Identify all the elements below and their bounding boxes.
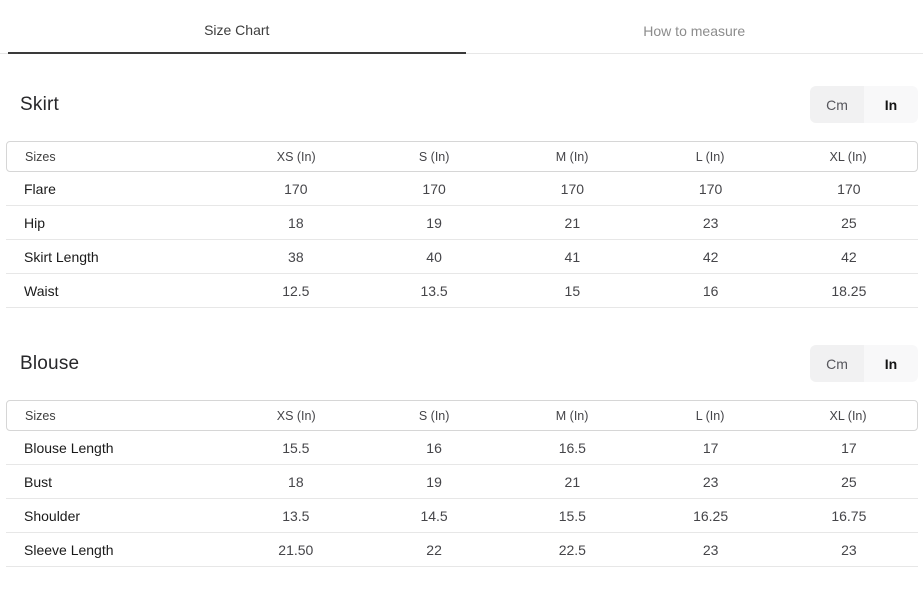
size-value-cell: 13.5 — [420, 282, 448, 299]
column-header-m: M (In) — [555, 149, 589, 164]
row-label: Bust — [24, 473, 53, 490]
size-value-cell: 18.25 — [831, 282, 867, 299]
blouse-unit-toggle: Cm In — [810, 345, 918, 382]
size-value-cell: 38 — [288, 248, 304, 265]
column-header-xl: XL (In) — [829, 408, 867, 423]
tab-how-to-measure[interactable]: How to measure — [643, 22, 746, 39]
size-value-cell: 12.5 — [282, 282, 310, 299]
size-value-cell: 170 — [698, 180, 723, 197]
size-value-cell: 170 — [560, 180, 585, 197]
size-value-cell: 170 — [422, 180, 446, 197]
size-value-cell: 21 — [564, 473, 581, 490]
size-value-cell: 19 — [426, 214, 442, 231]
section-blouse: Blouse Cm In Sizes XS (In) S (In) M (In)… — [0, 345, 923, 567]
size-value-cell: 16.5 — [558, 439, 586, 456]
table-row-blouse-length: Blouse Length 15.5 16 16.5 17 17 — [6, 431, 918, 465]
size-value-cell: 21.50 — [278, 541, 314, 558]
table-header-row: Sizes XS (In) S (In) M (In) L (In) XL (I… — [6, 141, 918, 172]
row-label: Hip — [24, 214, 46, 231]
size-value-cell: 22 — [426, 541, 442, 558]
size-value-cell: 25 — [841, 473, 857, 490]
column-header-m: M (In) — [555, 408, 589, 423]
unit-toggle-cm-button[interactable]: Cm — [810, 86, 864, 123]
row-label: Waist — [24, 282, 59, 299]
row-label: Shoulder — [24, 507, 81, 524]
column-header-xs: XS (In) — [276, 149, 316, 164]
column-header-l: L (In) — [695, 408, 725, 423]
size-value-cell: 15 — [564, 282, 581, 299]
skirt-section-header: Skirt Cm In — [20, 86, 918, 123]
size-value-cell: 23 — [841, 541, 857, 558]
size-value-cell: 170 — [837, 180, 861, 197]
size-value-cell: 25 — [841, 214, 857, 231]
table-row-sleeve-length: Sleeve Length 21.50 22 22.5 23 23 — [6, 533, 918, 567]
table-row-flare: Flare 170 170 170 170 170 — [6, 172, 918, 206]
table-row-shoulder: Shoulder 13.5 14.5 15.5 16.25 16.75 — [6, 499, 918, 533]
row-label: Skirt Length — [24, 248, 99, 265]
size-value-cell: 23 — [702, 473, 719, 490]
section-title-blouse: Blouse — [20, 352, 80, 374]
size-value-cell: 15.5 — [282, 439, 310, 456]
column-header-xs: XS (In) — [276, 408, 316, 423]
blouse-section-header: Blouse Cm In — [20, 345, 918, 382]
tab-size-chart[interactable]: Size Chart — [8, 0, 466, 54]
table-row-waist: Waist 12.5 13.5 15 16 18.25 — [6, 274, 918, 308]
table-row-hip: Hip 18 19 21 23 25 — [6, 206, 918, 240]
size-value-cell: 18 — [288, 214, 304, 231]
column-header-s: S (In) — [418, 408, 450, 423]
table-row-bust: Bust 18 19 21 23 25 — [6, 465, 918, 499]
row-label: Flare — [24, 180, 56, 197]
size-value-cell: 17 — [702, 439, 719, 456]
skirt-unit-toggle: Cm In — [810, 86, 918, 123]
skirt-size-table: Sizes XS (In) S (In) M (In) L (In) XL (I… — [6, 141, 918, 308]
section-title-skirt: Skirt — [20, 93, 59, 115]
size-value-cell: 23 — [702, 214, 719, 231]
size-value-cell: 16.25 — [693, 507, 729, 524]
table-row-skirt-length: Skirt Length 38 40 41 42 42 — [6, 240, 918, 274]
size-value-cell: 18 — [288, 473, 304, 490]
unit-toggle-cm-button[interactable]: Cm — [810, 345, 864, 382]
row-label: Blouse Length — [24, 439, 114, 456]
size-value-cell: 42 — [702, 248, 719, 265]
row-label: Sleeve Length — [24, 541, 114, 558]
size-value-cell: 23 — [702, 541, 719, 558]
size-value-cell: 16 — [426, 439, 442, 456]
unit-toggle-in-button[interactable]: In — [864, 86, 918, 123]
column-header-sizes: Sizes — [25, 408, 56, 423]
size-value-cell: 17 — [841, 439, 857, 456]
size-value-cell: 16.75 — [831, 507, 867, 524]
column-header-l: L (In) — [695, 149, 725, 164]
size-value-cell: 41 — [564, 248, 581, 265]
size-value-cell: 19 — [426, 473, 442, 490]
size-value-cell: 21 — [564, 214, 581, 231]
size-value-cell: 13.5 — [282, 507, 310, 524]
size-value-cell: 42 — [841, 248, 857, 265]
table-header-row: Sizes XS (In) S (In) M (In) L (In) XL (I… — [6, 400, 918, 431]
tab-bar: Size Chart How to measure — [0, 0, 923, 54]
size-value-cell: 22.5 — [558, 541, 586, 558]
size-value-cell: 15.5 — [558, 507, 586, 524]
blouse-size-table: Sizes XS (In) S (In) M (In) L (In) XL (I… — [6, 400, 918, 567]
size-value-cell: 170 — [284, 180, 308, 197]
column-header-xl: XL (In) — [829, 149, 867, 164]
size-value-cell: 16 — [702, 282, 719, 299]
size-value-cell: 40 — [426, 248, 442, 265]
column-header-sizes: Sizes — [25, 149, 56, 164]
size-value-cell: 14.5 — [420, 507, 448, 524]
column-header-s: S (In) — [418, 149, 450, 164]
section-skirt: Skirt Cm In Sizes XS (In) S (In) M (In) … — [0, 86, 923, 308]
unit-toggle-in-button[interactable]: In — [864, 345, 918, 382]
